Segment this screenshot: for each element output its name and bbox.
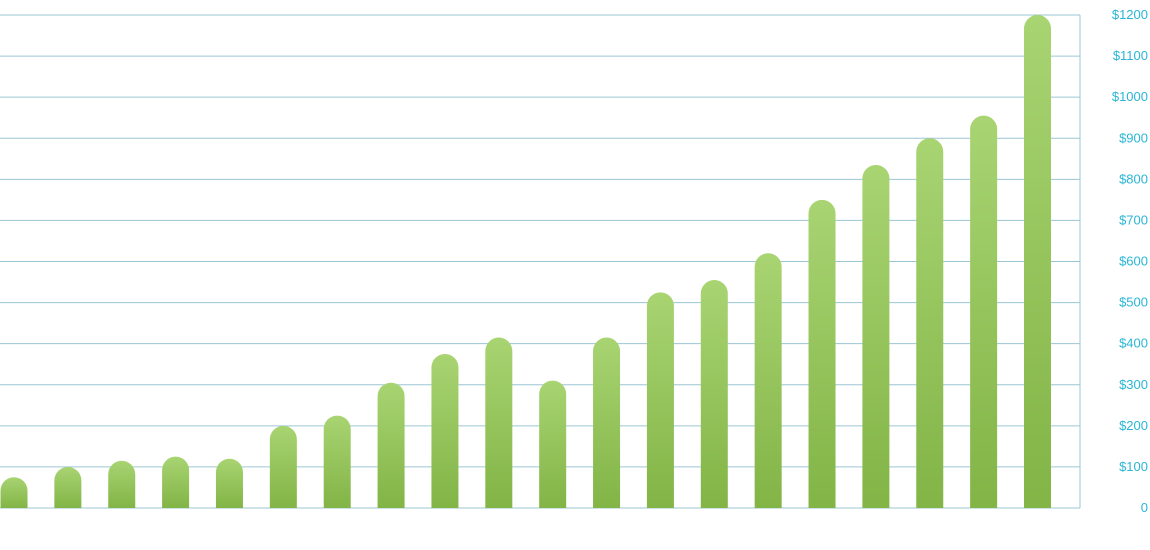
bar: [970, 115, 998, 508]
y-tick-label: $300: [1119, 377, 1148, 392]
gridlines: [0, 14, 1080, 509]
bars: [0, 15, 1051, 509]
y-tick-label: $900: [1119, 130, 1148, 145]
y-tick-label: $200: [1119, 418, 1148, 433]
bar: [1024, 15, 1051, 509]
bar: [916, 138, 944, 508]
y-tick-label: $1100: [1113, 48, 1148, 63]
bar: [431, 353, 459, 508]
y-tick-label: $400: [1119, 336, 1148, 351]
bar: [108, 460, 136, 508]
bar: [593, 337, 621, 508]
bar: [377, 382, 405, 508]
bar: [539, 380, 567, 508]
bar: [700, 279, 728, 508]
y-tick-label: $800: [1119, 171, 1148, 186]
bar: [862, 164, 890, 508]
bar: [485, 337, 513, 508]
y-tick-label: $100: [1119, 459, 1148, 474]
y-tick-label: $1200: [1112, 7, 1148, 22]
bar: [162, 456, 190, 508]
bar: [269, 425, 297, 508]
bar: [754, 253, 782, 508]
bar: [215, 458, 243, 508]
bar: [323, 415, 351, 508]
y-tick-label: $700: [1119, 212, 1148, 227]
bar: [808, 199, 836, 508]
bar: [54, 466, 82, 508]
y-tick-label: 0: [1141, 500, 1148, 515]
y-tick-label: $600: [1119, 254, 1148, 269]
y-tick-labels: 0 $100 $200 $300 $400 $500 $600 $700 $800 $900 $10…: [1112, 7, 1148, 515]
y-tick-label: $500: [1119, 295, 1148, 310]
bar: [0, 477, 28, 508]
bar: [646, 292, 674, 508]
y-tick-label: $1000: [1112, 89, 1148, 104]
